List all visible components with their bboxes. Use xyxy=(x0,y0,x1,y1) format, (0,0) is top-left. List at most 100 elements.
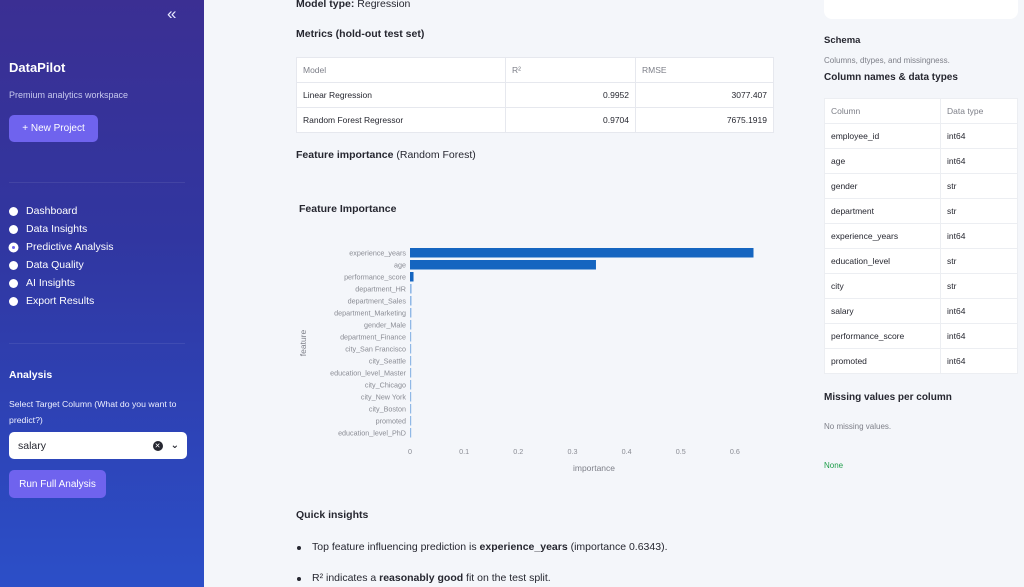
y-tick-label: city_Boston xyxy=(369,405,406,414)
nav-item-label: Data Quality xyxy=(26,259,84,271)
quick-insights-heading: Quick insights xyxy=(296,509,369,521)
metrics-table: Model R² RMSE Linear Regression 0.9952 3… xyxy=(296,57,774,133)
sidebar-nav: Dashboard Data Insights Predictive Analy… xyxy=(9,202,114,310)
insight-text: R² indicates a xyxy=(312,572,380,584)
table-row: age int64 xyxy=(824,148,1018,174)
insight-highlight: experience_years xyxy=(479,541,568,553)
data-type-cell: str xyxy=(940,173,1018,199)
chart-bar xyxy=(410,416,412,426)
model-type-label: Model type: xyxy=(296,0,355,10)
data-type-cell: int64 xyxy=(940,323,1018,349)
nav-item-dashboard[interactable]: Dashboard xyxy=(9,202,114,220)
list-item: Top feature influencing prediction is ex… xyxy=(296,541,668,553)
x-tick-label: 0.3 xyxy=(567,447,577,456)
x-tick-label: 0.1 xyxy=(459,447,469,456)
chart-bar xyxy=(410,380,412,390)
run-full-analysis-button[interactable]: Run Full Analysis xyxy=(9,470,106,498)
chart-bar xyxy=(410,320,412,330)
column-header: R² xyxy=(505,57,636,83)
chart-bar xyxy=(410,284,412,294)
data-type-cell: str xyxy=(940,198,1018,224)
y-tick-label: promoted xyxy=(376,417,406,426)
sidebar: « DataPilot Premium analytics workspace … xyxy=(0,0,204,587)
y-tick-label: city_San Francisco xyxy=(345,345,406,354)
column-name-cell: performance_score xyxy=(824,323,941,349)
table-row: Linear Regression 0.9952 3077.407 xyxy=(296,82,774,108)
app-brand: DataPilot xyxy=(9,60,66,75)
nav-item-data-quality[interactable]: Data Quality xyxy=(9,256,114,274)
table-cell: Random Forest Regressor xyxy=(296,107,506,133)
y-tick-label: gender_Male xyxy=(364,321,406,330)
chart-bar xyxy=(410,248,754,258)
column-names-heading: Column names & data types xyxy=(824,72,958,83)
radio-selected-icon xyxy=(9,242,18,252)
y-tick-label: city_Chicago xyxy=(365,381,406,390)
nav-item-predictive-analysis[interactable]: Predictive Analysis xyxy=(9,238,114,256)
chart-title: Feature Importance xyxy=(299,203,397,215)
table-row: promoted int64 xyxy=(824,348,1018,374)
model-type-value: Regression xyxy=(357,0,411,10)
table-row: employee_id int64 xyxy=(824,123,1018,149)
app-tagline: Premium analytics workspace xyxy=(9,90,129,100)
table-cell: 7675.1919 xyxy=(635,107,774,133)
x-axis-label: importance xyxy=(573,463,615,473)
sidebar-divider xyxy=(9,182,185,183)
radio-icon xyxy=(9,206,18,216)
target-column-select[interactable]: salary ✕ ⌄ xyxy=(9,432,187,459)
data-type-cell: int64 xyxy=(940,223,1018,249)
data-type-cell: str xyxy=(940,248,1018,274)
chevron-down-icon[interactable]: ⌄ xyxy=(170,440,179,451)
nav-item-label: Data Insights xyxy=(26,223,88,235)
column-name-cell: gender xyxy=(824,173,941,199)
table-row: city str xyxy=(824,273,1018,299)
column-name-cell: city xyxy=(824,273,941,299)
data-type-cell: int64 xyxy=(940,148,1018,174)
nav-item-ai-insights[interactable]: AI Insights xyxy=(9,274,114,292)
insights-list: R² indicates a reasonably good fit on th… xyxy=(296,572,551,584)
y-tick-label: department_Sales xyxy=(348,297,407,306)
insights-list: Top feature influencing prediction is ex… xyxy=(296,541,668,553)
radio-icon xyxy=(9,296,18,306)
schema-subtitle: Columns, dtypes, and missingness. xyxy=(824,56,950,65)
table-header-row: Model R² RMSE xyxy=(296,57,774,83)
list-item: R² indicates a reasonably good fit on th… xyxy=(296,572,551,584)
clear-icon[interactable]: ✕ xyxy=(152,440,163,451)
chart-bar xyxy=(410,344,412,354)
y-tick-label: performance_score xyxy=(344,273,406,282)
y-tick-label: city_New York xyxy=(361,393,407,402)
nav-item-export-results[interactable]: Export Results xyxy=(9,292,114,310)
schema-table: Column Data type employee_id int64 age int6… xyxy=(824,98,1018,374)
data-type-cell: int64 xyxy=(940,123,1018,149)
y-axis-label: feature xyxy=(298,329,308,356)
feature-importance-title: Feature importance xyxy=(296,149,394,161)
nav-item-label: Export Results xyxy=(26,295,95,307)
chart-bar xyxy=(410,392,412,402)
nav-item-label: Dashboard xyxy=(26,205,78,217)
insight-text: Top feature influencing prediction is xyxy=(312,541,480,553)
sidebar-divider xyxy=(9,343,185,344)
radio-icon xyxy=(9,260,18,270)
summary-card xyxy=(824,0,1018,19)
new-project-button[interactable]: + New Project xyxy=(9,115,98,142)
feature-importance-subtitle: (Random Forest) xyxy=(396,149,476,161)
x-tick-label: 0 xyxy=(408,447,412,456)
y-tick-label: experience_years xyxy=(349,249,406,258)
column-name-cell: age xyxy=(824,148,941,174)
nav-item-data-insights[interactable]: Data Insights xyxy=(9,220,114,238)
column-name-cell: experience_years xyxy=(824,223,941,249)
y-tick-label: department_Marketing xyxy=(334,309,406,318)
chart-bar xyxy=(410,332,412,342)
missing-values-badge: None xyxy=(824,461,844,470)
table-row: education_level str xyxy=(824,248,1018,274)
table-header-row: Column Data type xyxy=(824,98,1018,124)
y-tick-label: education_level_Master xyxy=(330,369,407,378)
collapse-sidebar-icon[interactable]: « xyxy=(167,4,177,23)
feature-importance-heading: Feature importance (Random Forest) xyxy=(296,149,476,161)
insight-text: fit on the test split. xyxy=(463,572,551,584)
chart-bar xyxy=(410,308,412,318)
insight-text: (importance 0.6343). xyxy=(567,541,668,553)
table-row: salary int64 xyxy=(824,298,1018,324)
model-type-line: Model type: Regression xyxy=(296,0,410,10)
chart-bar xyxy=(410,368,412,378)
data-type-cell: int64 xyxy=(940,348,1018,374)
